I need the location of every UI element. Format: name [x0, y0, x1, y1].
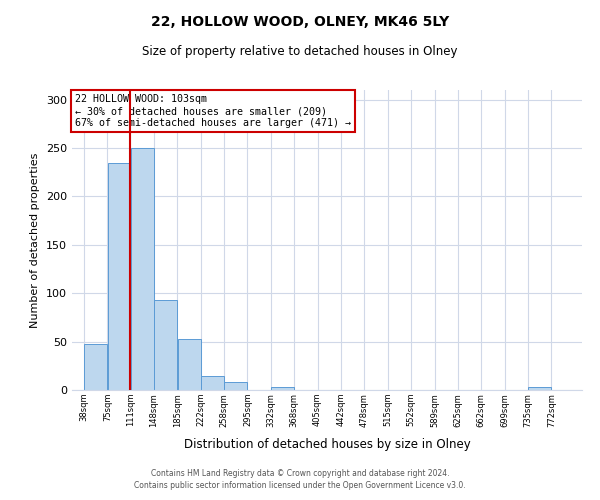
Bar	[154, 300, 177, 390]
Bar	[202, 376, 224, 390]
Text: Contains public sector information licensed under the Open Government Licence v3: Contains public sector information licen…	[134, 481, 466, 490]
Y-axis label: Number of detached properties: Number of detached properties	[31, 152, 40, 328]
Bar	[131, 148, 154, 390]
Bar	[84, 344, 107, 390]
Text: 22, HOLLOW WOOD, OLNEY, MK46 5LY: 22, HOLLOW WOOD, OLNEY, MK46 5LY	[151, 15, 449, 29]
X-axis label: Distribution of detached houses by size in Olney: Distribution of detached houses by size …	[184, 438, 470, 451]
Bar	[224, 382, 247, 390]
Bar	[528, 387, 551, 390]
Text: Size of property relative to detached houses in Olney: Size of property relative to detached ho…	[142, 45, 458, 58]
Bar	[178, 338, 200, 390]
Bar	[107, 162, 130, 390]
Bar	[271, 387, 293, 390]
Text: Contains HM Land Registry data © Crown copyright and database right 2024.: Contains HM Land Registry data © Crown c…	[151, 468, 449, 477]
Text: 22 HOLLOW WOOD: 103sqm
← 30% of detached houses are smaller (209)
67% of semi-de: 22 HOLLOW WOOD: 103sqm ← 30% of detached…	[74, 94, 350, 128]
